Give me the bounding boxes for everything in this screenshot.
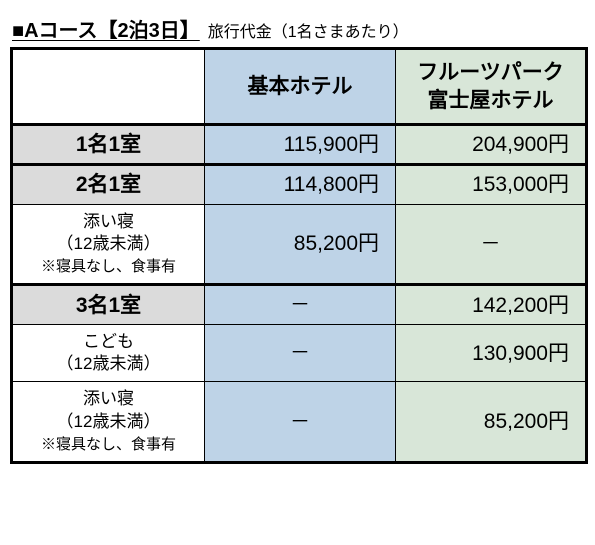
course-title: ■Aコース【2泊3日】 bbox=[12, 14, 200, 43]
table-row: こども （12歳未満） －130,900円 bbox=[12, 325, 587, 382]
header-hotel-fujiya-line1: フルーツパーク bbox=[417, 61, 564, 84]
row-label: こども （12歳未満） bbox=[12, 325, 205, 382]
row-label: 3名1室 bbox=[12, 285, 205, 325]
price-basic: 114,800円 bbox=[205, 165, 396, 205]
table-header-row: 基本ホテル フルーツパーク 富士屋ホテル bbox=[12, 49, 587, 125]
price-fujiya: － bbox=[396, 205, 587, 285]
row-label-line: （12歳未満） bbox=[57, 354, 161, 373]
table-row: 1名1室115,900円204,900円 bbox=[12, 125, 587, 165]
header-hotel-fujiya-line2: 富士屋ホテル bbox=[428, 89, 554, 112]
price-basic: － bbox=[205, 325, 396, 382]
table-row: 3名1室－142,200円 bbox=[12, 285, 587, 325]
price-fujiya: 130,900円 bbox=[396, 325, 587, 382]
row-label-line: 添い寝 bbox=[83, 389, 134, 408]
price-fujiya: 204,900円 bbox=[396, 125, 587, 165]
price-basic: 85,200円 bbox=[205, 205, 396, 285]
table-body: 1名1室115,900円204,900円2名1室114,800円153,000円… bbox=[12, 125, 587, 463]
row-label: 2名1室 bbox=[12, 165, 205, 205]
pricing-table: 基本ホテル フルーツパーク 富士屋ホテル 1名1室115,900円204,900… bbox=[10, 47, 588, 464]
row-label-line: こども bbox=[83, 332, 134, 351]
title-row: ■Aコース【2泊3日】 旅行代金（1名さまあたり） bbox=[10, 10, 585, 47]
header-hotel-fujiya: フルーツパーク 富士屋ホテル bbox=[396, 49, 587, 125]
table-row: 添い寝 （12歳未満） ※寝具なし、食事有 85,200円－ bbox=[12, 205, 587, 285]
price-basic: － bbox=[205, 285, 396, 325]
row-label-note: ※寝具なし、食事有 bbox=[41, 258, 176, 275]
table-row: 2名1室114,800円153,000円 bbox=[12, 165, 587, 205]
row-label-line: 添い寝 bbox=[83, 212, 134, 231]
header-blank bbox=[12, 49, 205, 125]
price-fujiya: 153,000円 bbox=[396, 165, 587, 205]
price-fujiya: 142,200円 bbox=[396, 285, 587, 325]
course-subtitle: 旅行代金（1名さまあたり） bbox=[208, 18, 409, 42]
row-label: 添い寝 （12歳未満） ※寝具なし、食事有 bbox=[12, 205, 205, 285]
header-hotel-basic: 基本ホテル bbox=[205, 49, 396, 125]
row-label-line: （12歳未満） bbox=[57, 412, 161, 431]
price-basic: 115,900円 bbox=[205, 125, 396, 165]
price-basic: － bbox=[205, 382, 396, 462]
row-label: 添い寝 （12歳未満） ※寝具なし、食事有 bbox=[12, 382, 205, 462]
table-row: 添い寝 （12歳未満） ※寝具なし、食事有 －85,200円 bbox=[12, 382, 587, 462]
row-label-line: （12歳未満） bbox=[57, 234, 161, 253]
price-fujiya: 85,200円 bbox=[396, 382, 587, 462]
row-label: 1名1室 bbox=[12, 125, 205, 165]
pricing-table-container: ■Aコース【2泊3日】 旅行代金（1名さまあたり） 基本ホテル フルーツパーク … bbox=[10, 10, 585, 464]
row-label-note: ※寝具なし、食事有 bbox=[41, 436, 176, 453]
